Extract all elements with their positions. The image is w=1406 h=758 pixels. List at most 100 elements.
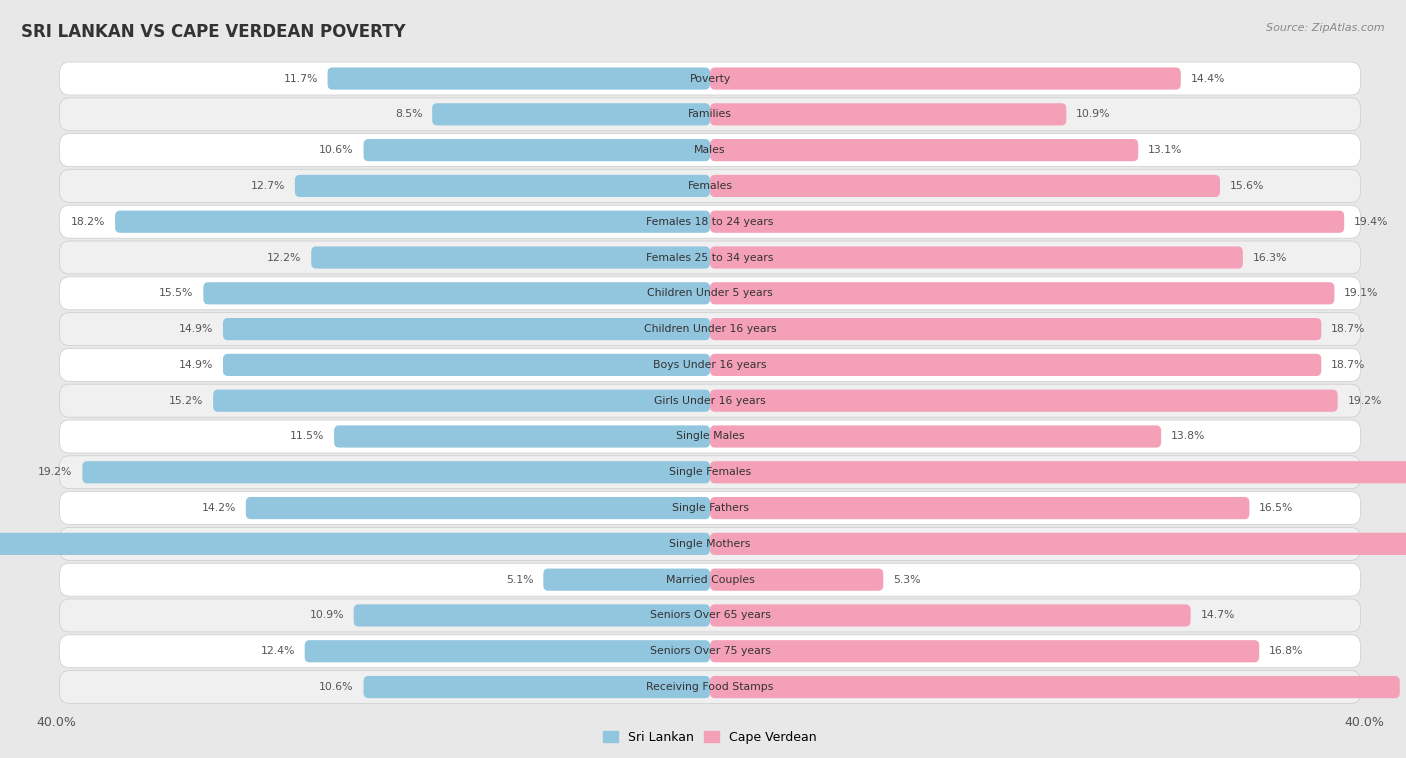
- FancyBboxPatch shape: [59, 563, 1361, 596]
- Text: 5.3%: 5.3%: [893, 575, 921, 584]
- FancyBboxPatch shape: [710, 390, 1337, 412]
- FancyBboxPatch shape: [59, 98, 1361, 131]
- FancyBboxPatch shape: [59, 528, 1361, 560]
- FancyBboxPatch shape: [335, 425, 710, 447]
- FancyBboxPatch shape: [710, 139, 1139, 161]
- Text: 18.2%: 18.2%: [70, 217, 105, 227]
- FancyBboxPatch shape: [59, 599, 1361, 632]
- Text: Single Females: Single Females: [669, 467, 751, 478]
- Text: 18.7%: 18.7%: [1331, 324, 1365, 334]
- FancyBboxPatch shape: [59, 671, 1361, 703]
- Text: 8.5%: 8.5%: [395, 109, 422, 119]
- FancyBboxPatch shape: [710, 461, 1406, 484]
- Text: 15.6%: 15.6%: [1230, 181, 1264, 191]
- Text: Boys Under 16 years: Boys Under 16 years: [654, 360, 766, 370]
- Text: 12.2%: 12.2%: [267, 252, 301, 262]
- Text: 16.3%: 16.3%: [1253, 252, 1286, 262]
- FancyBboxPatch shape: [710, 497, 1250, 519]
- FancyBboxPatch shape: [710, 425, 1161, 447]
- FancyBboxPatch shape: [710, 354, 1322, 376]
- FancyBboxPatch shape: [364, 676, 710, 698]
- FancyBboxPatch shape: [710, 318, 1322, 340]
- Text: 19.4%: 19.4%: [1354, 217, 1388, 227]
- FancyBboxPatch shape: [59, 62, 1361, 95]
- Text: Seniors Over 65 years: Seniors Over 65 years: [650, 610, 770, 621]
- FancyBboxPatch shape: [710, 67, 1181, 89]
- FancyBboxPatch shape: [710, 676, 1400, 698]
- Text: Children Under 5 years: Children Under 5 years: [647, 288, 773, 299]
- FancyBboxPatch shape: [710, 175, 1220, 197]
- Text: 13.1%: 13.1%: [1149, 145, 1182, 155]
- Text: 14.9%: 14.9%: [179, 324, 214, 334]
- Text: 19.1%: 19.1%: [1344, 288, 1378, 299]
- FancyBboxPatch shape: [59, 170, 1361, 202]
- Text: 14.7%: 14.7%: [1201, 610, 1234, 621]
- Text: 14.4%: 14.4%: [1191, 74, 1225, 83]
- FancyBboxPatch shape: [59, 420, 1361, 453]
- Text: Children Under 16 years: Children Under 16 years: [644, 324, 776, 334]
- FancyBboxPatch shape: [204, 282, 710, 305]
- FancyBboxPatch shape: [115, 211, 710, 233]
- Text: 15.5%: 15.5%: [159, 288, 194, 299]
- Text: 14.9%: 14.9%: [179, 360, 214, 370]
- Text: Families: Families: [688, 109, 733, 119]
- FancyBboxPatch shape: [224, 318, 710, 340]
- FancyBboxPatch shape: [59, 384, 1361, 417]
- Text: Seniors Over 75 years: Seniors Over 75 years: [650, 647, 770, 656]
- FancyBboxPatch shape: [710, 211, 1344, 233]
- FancyBboxPatch shape: [59, 277, 1361, 310]
- FancyBboxPatch shape: [59, 133, 1361, 167]
- Text: Males: Males: [695, 145, 725, 155]
- Text: Single Fathers: Single Fathers: [672, 503, 748, 513]
- FancyBboxPatch shape: [59, 634, 1361, 668]
- FancyBboxPatch shape: [364, 139, 710, 161]
- Text: 16.8%: 16.8%: [1270, 647, 1303, 656]
- Text: 19.2%: 19.2%: [38, 467, 73, 478]
- FancyBboxPatch shape: [311, 246, 710, 268]
- Text: 14.2%: 14.2%: [201, 503, 236, 513]
- FancyBboxPatch shape: [59, 205, 1361, 238]
- Text: 11.7%: 11.7%: [284, 74, 318, 83]
- Text: Females 18 to 24 years: Females 18 to 24 years: [647, 217, 773, 227]
- FancyBboxPatch shape: [83, 461, 710, 484]
- Text: Females: Females: [688, 181, 733, 191]
- FancyBboxPatch shape: [59, 349, 1361, 381]
- Text: Source: ZipAtlas.com: Source: ZipAtlas.com: [1267, 23, 1385, 33]
- Text: Single Mothers: Single Mothers: [669, 539, 751, 549]
- FancyBboxPatch shape: [59, 456, 1361, 489]
- Text: 13.8%: 13.8%: [1171, 431, 1205, 441]
- FancyBboxPatch shape: [246, 497, 710, 519]
- Text: 19.2%: 19.2%: [1347, 396, 1382, 406]
- FancyBboxPatch shape: [59, 241, 1361, 274]
- Text: Single Males: Single Males: [676, 431, 744, 441]
- Text: 5.1%: 5.1%: [506, 575, 533, 584]
- FancyBboxPatch shape: [0, 533, 710, 555]
- FancyBboxPatch shape: [214, 390, 710, 412]
- FancyBboxPatch shape: [305, 641, 710, 662]
- Text: 16.5%: 16.5%: [1260, 503, 1294, 513]
- Text: 10.9%: 10.9%: [1076, 109, 1111, 119]
- FancyBboxPatch shape: [710, 103, 1066, 125]
- Text: 10.9%: 10.9%: [309, 610, 344, 621]
- Text: Females 25 to 34 years: Females 25 to 34 years: [647, 252, 773, 262]
- Text: 12.7%: 12.7%: [250, 181, 285, 191]
- FancyBboxPatch shape: [710, 604, 1191, 627]
- FancyBboxPatch shape: [328, 67, 710, 89]
- Text: 18.7%: 18.7%: [1331, 360, 1365, 370]
- Text: 15.2%: 15.2%: [169, 396, 204, 406]
- Text: Poverty: Poverty: [689, 74, 731, 83]
- Text: 12.4%: 12.4%: [260, 647, 295, 656]
- Text: 10.6%: 10.6%: [319, 682, 354, 692]
- FancyBboxPatch shape: [543, 568, 710, 590]
- FancyBboxPatch shape: [432, 103, 710, 125]
- Text: SRI LANKAN VS CAPE VERDEAN POVERTY: SRI LANKAN VS CAPE VERDEAN POVERTY: [21, 23, 406, 41]
- FancyBboxPatch shape: [59, 492, 1361, 525]
- FancyBboxPatch shape: [710, 246, 1243, 268]
- Text: Girls Under 16 years: Girls Under 16 years: [654, 396, 766, 406]
- FancyBboxPatch shape: [295, 175, 710, 197]
- FancyBboxPatch shape: [710, 568, 883, 590]
- Text: Receiving Food Stamps: Receiving Food Stamps: [647, 682, 773, 692]
- FancyBboxPatch shape: [710, 533, 1406, 555]
- Text: 11.5%: 11.5%: [290, 431, 325, 441]
- FancyBboxPatch shape: [59, 312, 1361, 346]
